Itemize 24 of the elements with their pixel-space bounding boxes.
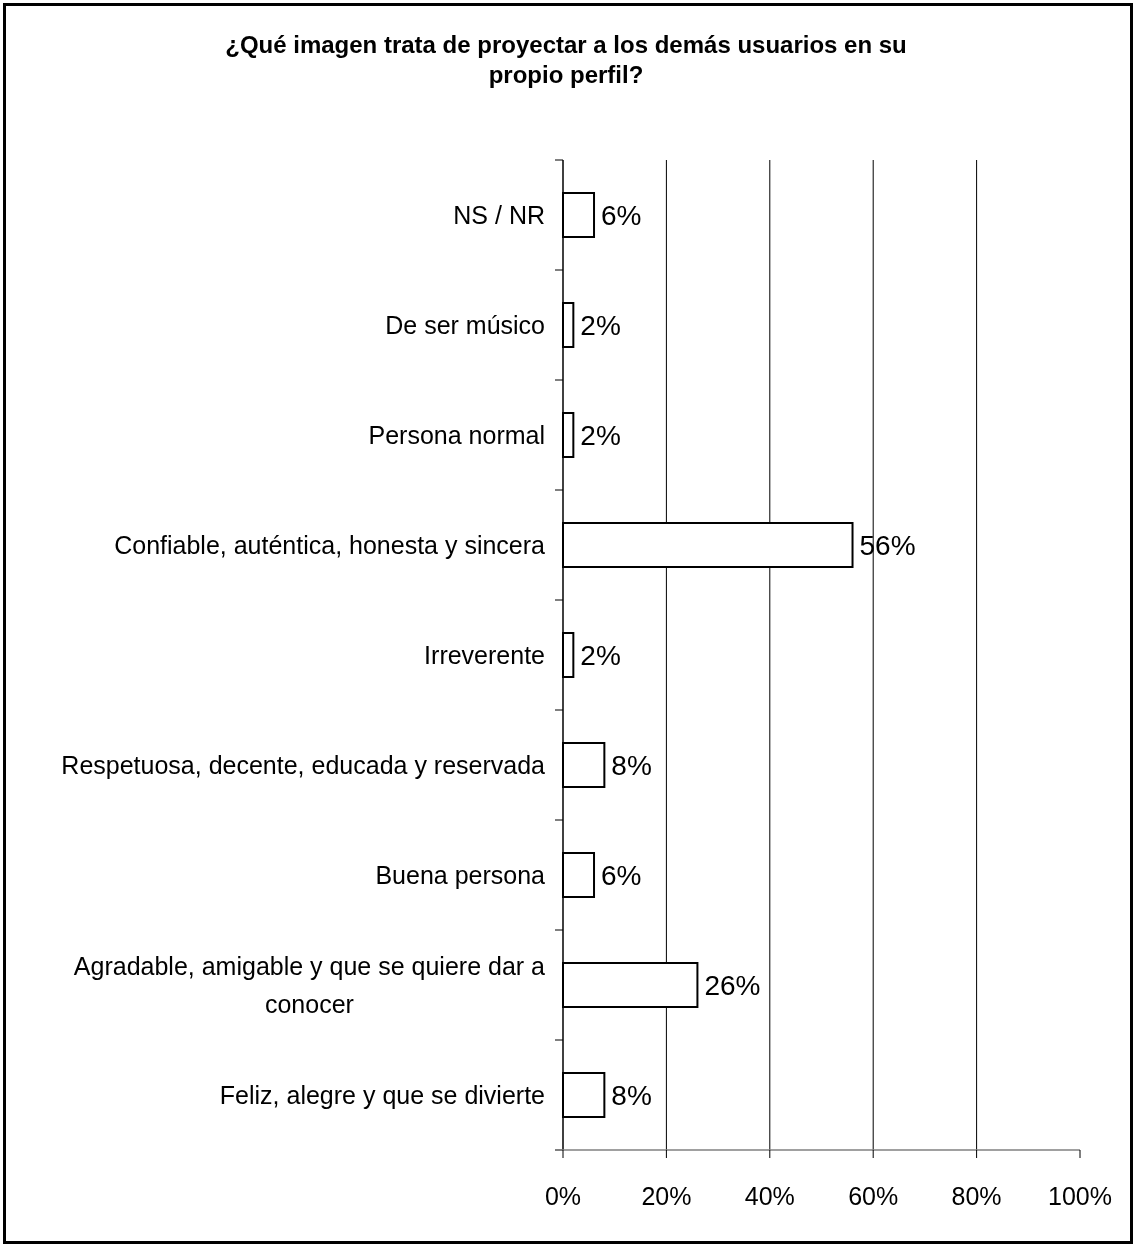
x-tick-label: 60% (848, 1182, 899, 1210)
x-tick-label: 100% (1048, 1182, 1112, 1210)
y-tick-label: Confiable, auténtica, honesta y sincera (114, 530, 546, 559)
chart-title: ¿Qué imagen trata de proyectar a los demás usuarios en su propio perfil? (225, 31, 907, 88)
data-label: 2% (580, 419, 621, 451)
x-tick-label: 20% (641, 1182, 692, 1210)
y-tick-label: De ser músico (385, 310, 545, 339)
x-tick-label: 0% (544, 1182, 582, 1210)
y-tick-label: NS / NR (453, 200, 545, 229)
y-tick-label: Irreverente (424, 640, 545, 669)
y-tick-label: Buena persona (375, 860, 546, 889)
y-tick-label: Agradable, amigable y que se quiere dar a conocer (73, 951, 546, 1018)
data-label: 8% (611, 1079, 652, 1111)
data-label: 8% (611, 749, 652, 781)
y-tick-label: Persona normal (368, 420, 545, 449)
data-label: 2% (580, 309, 621, 341)
y-tick-label: Feliz, alegre y que se divierte (219, 1080, 545, 1109)
y-tick-label: Respetuosa, decente, educada y reservada (61, 750, 546, 779)
data-label: 26% (704, 969, 761, 1001)
x-tick-label: 40% (744, 1182, 795, 1210)
x-tick-label: 80% (951, 1182, 1002, 1210)
data-label: 2% (580, 639, 621, 671)
data-label: 6% (601, 199, 642, 231)
data-label: 6% (601, 859, 642, 891)
